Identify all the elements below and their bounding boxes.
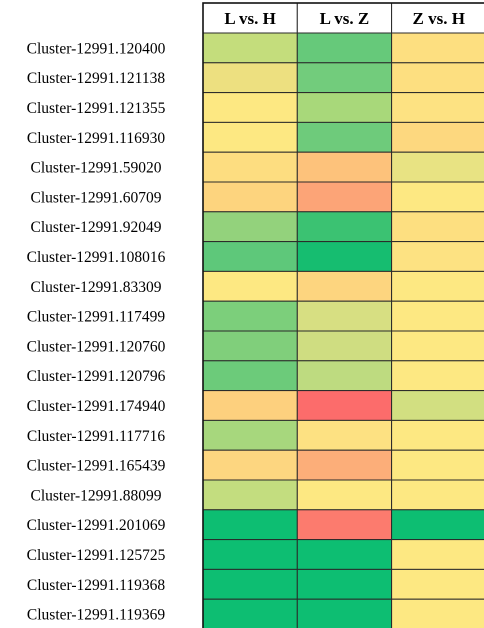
heatmap-cell <box>391 300 484 332</box>
column-header-cell <box>202 2 298 34</box>
heatmap-cell <box>202 598 298 628</box>
heatmap-cell <box>391 449 484 481</box>
heatmap-cell <box>391 539 484 570</box>
heatmap-frame <box>202 2 484 628</box>
heatmap-cell <box>296 419 393 451</box>
heatmap-cell <box>202 509 298 541</box>
heatmap-cell <box>296 211 393 243</box>
column-headers: L vs. H L vs. Z Z vs. H <box>202 2 484 34</box>
row-label: Cluster-12991.59020 <box>30 160 161 177</box>
heatmap-cells <box>202 32 484 628</box>
heatmap-cell <box>202 330 298 362</box>
heatmap-cell <box>202 449 298 481</box>
row-label: Cluster-12991.92049 <box>30 219 161 236</box>
row-label: Cluster-12991.88099 <box>30 487 161 504</box>
heatmap-cell <box>391 479 484 511</box>
heatmap-cell <box>296 509 393 541</box>
column-header-cell <box>296 2 393 34</box>
heatmap-cell <box>391 598 484 628</box>
heatmap-cell <box>391 509 484 541</box>
heatmap-cell <box>391 181 484 213</box>
column-header: Z vs. H <box>413 9 465 28</box>
heatmap-cell <box>391 568 484 600</box>
heatmap-cell <box>202 539 298 570</box>
heatmap-cell <box>296 92 393 123</box>
heatmap-cell <box>296 121 393 153</box>
heatmap-cell <box>391 32 484 64</box>
heatmap-cell <box>296 62 393 94</box>
row-label: Cluster-12991.174940 <box>27 398 166 415</box>
heatmap-cell <box>202 32 298 64</box>
row-label: Cluster-12991.121355 <box>27 100 166 117</box>
heatmap-cell <box>391 151 484 183</box>
heatmap-cell <box>296 390 393 421</box>
row-label: Cluster-12991.117716 <box>27 428 165 445</box>
row-label: Cluster-12991.108016 <box>27 249 166 266</box>
row-label: Cluster-12991.165439 <box>27 458 166 475</box>
heatmap-cell <box>391 390 484 421</box>
column-header: L vs. H <box>224 9 276 28</box>
heatmap-cell <box>296 32 393 64</box>
heatmap-cell <box>391 270 484 302</box>
heatmap-cell <box>202 419 298 451</box>
row-label: Cluster-12991.201069 <box>27 517 166 534</box>
row-label: Cluster-12991.119368 <box>27 577 165 594</box>
heatmap-cell <box>202 300 298 332</box>
heatmap-cell <box>202 62 298 94</box>
heatmap-cell <box>202 121 298 153</box>
row-label: Cluster-12991.116930 <box>27 130 165 147</box>
heatmap-cell <box>296 568 393 600</box>
row-label: Cluster-12991.120796 <box>27 368 166 385</box>
row-label: Cluster-12991.120760 <box>27 338 166 355</box>
heatmap-cell <box>202 270 298 302</box>
row-labels: Cluster-12991.120400 Cluster-12991.121138… <box>27 40 166 623</box>
row-label: Cluster-12991.60709 <box>30 189 161 206</box>
heatmap-cell <box>202 92 298 123</box>
heatmap-cell <box>202 181 298 213</box>
row-label: Cluster-12991.119369 <box>27 607 165 624</box>
heatmap-cell <box>296 151 393 183</box>
heatmap-cell <box>296 449 393 481</box>
heatmap-cell <box>202 151 298 183</box>
heatmap-cell <box>391 330 484 362</box>
heatmap-cell <box>296 330 393 362</box>
heatmap-cell <box>202 568 298 600</box>
heatmap-cell <box>391 92 484 123</box>
heatmap-cell <box>296 270 393 302</box>
row-label: Cluster-12991.125725 <box>27 547 166 564</box>
heatmap-cell <box>296 360 393 392</box>
row-label: Cluster-12991.121138 <box>27 70 165 87</box>
heatmap-cell <box>296 479 393 511</box>
heatmap-cell <box>391 241 484 272</box>
heatmap-cell <box>202 360 298 392</box>
heatmap-cell <box>391 360 484 392</box>
heatmap-cell <box>391 211 484 243</box>
row-label: Cluster-12991.120400 <box>27 40 166 57</box>
heatmap-cell <box>296 241 393 272</box>
heatmap-cell <box>202 390 298 421</box>
heatmap-cell <box>202 241 298 272</box>
heatmap-cell <box>202 479 298 511</box>
heatmap-cell <box>391 62 484 94</box>
heatmap-cell <box>202 211 298 243</box>
row-label: Cluster-12991.117499 <box>27 309 165 326</box>
heatmap-cell <box>391 419 484 451</box>
heatmap-cell <box>296 539 393 570</box>
row-label: Cluster-12991.83309 <box>30 279 161 296</box>
heatmap-cell <box>296 598 393 628</box>
heatmap-cell <box>296 300 393 332</box>
heatmap-cell <box>296 181 393 213</box>
heatmap-cell <box>391 121 484 153</box>
column-header: L vs. Z <box>320 9 370 28</box>
